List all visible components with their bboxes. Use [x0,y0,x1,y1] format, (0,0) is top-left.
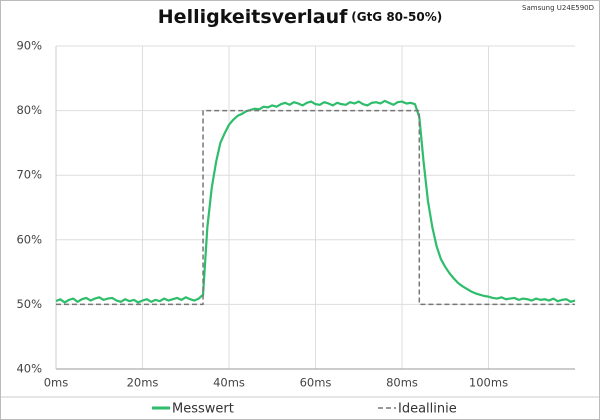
y-tick-label: 40% [16,362,42,376]
legend-label: Messwert [172,402,234,417]
chart-title: Helligkeitsverlauf [158,6,348,28]
annotation: Samsung U24E590D [522,4,594,12]
y-tick-label: 80% [16,103,42,117]
y-tick-label: 50% [16,297,42,311]
legend-label: Ideallinie [398,402,457,417]
chart-heading: Helligkeitsverlauf (GtG 80-50%) [158,6,442,28]
x-tick-label: 20ms [127,376,159,390]
y-tick-label: 70% [16,168,42,182]
series-line [55,99,576,304]
x-tick-label: 60ms [300,376,332,390]
x-tick-label: 100ms [469,376,508,390]
x-tick-label: 40ms [213,376,245,390]
series-line [56,109,575,306]
x-tick-label: 0ms [44,376,69,390]
chart-subtitle: (GtG 80-50%) [351,10,442,24]
x-tick-label: 80ms [386,376,418,390]
y-tick-label: 60% [16,232,42,246]
y-tick-label: 90% [16,39,42,53]
